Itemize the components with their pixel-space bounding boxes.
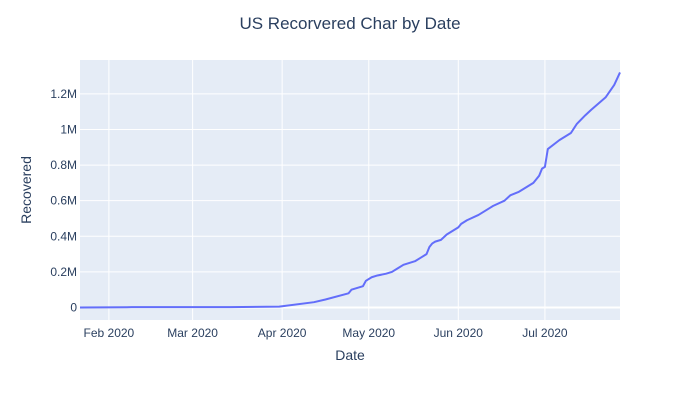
y-tick-label: 1.2M bbox=[50, 87, 77, 101]
x-axis-title: Date bbox=[335, 347, 365, 363]
y-tick-label: 0.6M bbox=[50, 194, 77, 208]
x-gridlines bbox=[108, 60, 546, 320]
y-tick-labels: 0 0.2M 0.4M 0.6M 0.8M 1M 1.2M bbox=[50, 87, 77, 315]
x-tick-label: Feb 2020 bbox=[84, 326, 135, 340]
series-layer bbox=[79, 72, 621, 309]
y-tick-label: 0 bbox=[70, 301, 77, 315]
x-tick-label: Jul 2020 bbox=[522, 326, 568, 340]
y-axis-title: Recovered bbox=[18, 156, 34, 224]
y-tick-label: 1M bbox=[60, 122, 77, 136]
plot-background bbox=[80, 60, 620, 320]
x-tick-label: May 2020 bbox=[342, 326, 395, 340]
y-tick-label: 0.8M bbox=[50, 158, 77, 172]
y-tick-label: 0.2M bbox=[50, 265, 77, 279]
series-line bbox=[79, 72, 621, 309]
x-tick-labels: Feb 2020 Mar 2020 Apr 2020 May 2020 Jun 2020… bbox=[84, 326, 568, 340]
x-tick-label: Jun 2020 bbox=[434, 326, 484, 340]
chart-title: US Recorvered Char by Date bbox=[239, 14, 460, 33]
y-tick-label: 0.4M bbox=[50, 229, 77, 243]
x-tick-label: Apr 2020 bbox=[258, 326, 307, 340]
x-tick-label: Mar 2020 bbox=[167, 326, 218, 340]
